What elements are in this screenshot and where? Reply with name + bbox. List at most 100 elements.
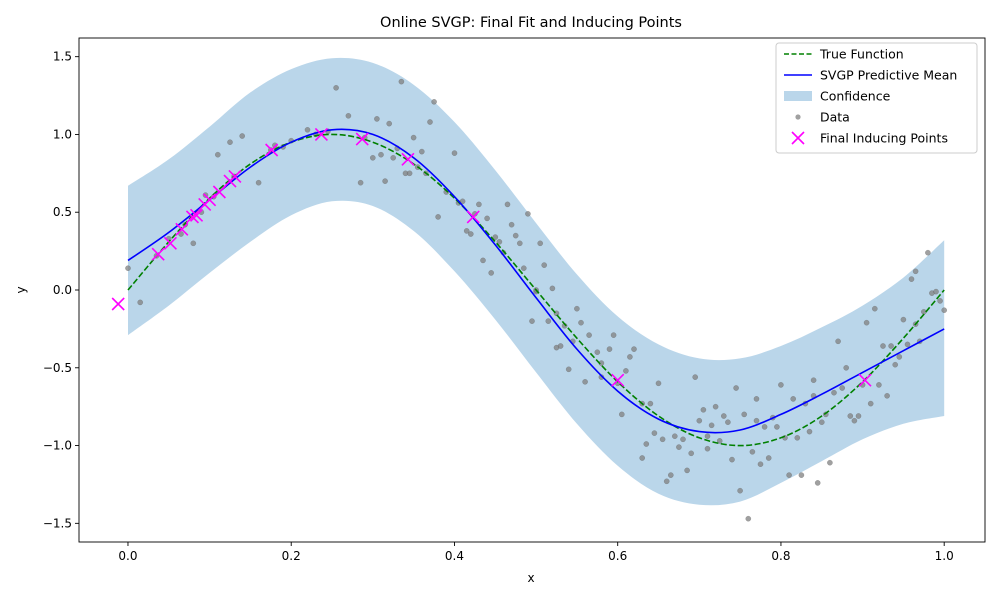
data-point: [741, 411, 748, 418]
data-point: [798, 472, 805, 478]
data-point: [704, 433, 711, 440]
data-point: [496, 238, 503, 245]
data-point: [655, 380, 662, 387]
true-function-line: [127, 133, 945, 447]
legend-swatch-confidence: [784, 91, 812, 101]
legend-label: True Function: [819, 47, 904, 62]
data-point: [765, 455, 772, 461]
data-point: [884, 392, 890, 399]
data-point: [492, 234, 499, 240]
y-tick-label: 0.5: [53, 205, 72, 219]
inducing-point-marker: [401, 152, 415, 166]
data-point: [463, 228, 470, 234]
legend-swatch-data: [795, 114, 801, 120]
inducing-point-marker: [185, 210, 200, 224]
data-point: [794, 434, 801, 441]
data-point: [549, 285, 556, 292]
data-point: [814, 480, 821, 486]
x-tick-label: 0.0: [118, 549, 137, 563]
x-tick-label: 0.2: [282, 549, 301, 563]
data-point: [525, 210, 531, 217]
data-point: [725, 419, 731, 426]
data-point: [545, 318, 552, 324]
data-point: [427, 119, 433, 125]
inducing-point-marker: [314, 127, 328, 142]
y-tick-label: 1.0: [53, 127, 72, 141]
data-point: [872, 305, 878, 312]
legend-label: SVGP Predictive Mean: [820, 68, 957, 83]
data-point: [610, 332, 617, 338]
data-point: [904, 341, 911, 348]
chart-title: Online SVGP: Final Fit and Inducing Poin…: [380, 15, 682, 31]
data-point: [390, 154, 397, 161]
data-point: [733, 385, 739, 391]
data-point: [451, 150, 458, 156]
data-point: [688, 450, 695, 457]
data-point: [369, 154, 376, 161]
data-point: [508, 221, 515, 228]
inducing-point-marker: [858, 373, 872, 387]
data-point: [896, 354, 903, 360]
data-point: [753, 417, 760, 424]
y-axis-label: y: [14, 286, 28, 293]
data-point: [692, 374, 699, 380]
data-point: [190, 240, 197, 247]
inducing-point-marker: [189, 208, 204, 222]
data-point: [565, 366, 572, 373]
data-point: [467, 231, 474, 237]
data-point: [851, 417, 858, 424]
data-point: [459, 198, 466, 205]
data-point: [684, 467, 690, 474]
data-point: [521, 265, 527, 272]
inducing-point-marker: [151, 247, 165, 261]
legend-swatch-inducing: [791, 131, 805, 145]
inducing-point-marker: [611, 373, 625, 387]
data-point: [541, 262, 548, 268]
data-point: [137, 299, 143, 306]
x-axis-label: x: [527, 571, 534, 585]
data-point: [880, 343, 886, 349]
data-point: [668, 472, 674, 478]
data-point: [925, 249, 931, 256]
data-point: [631, 346, 637, 352]
data-point: [888, 343, 894, 349]
x-tick-label: 0.4: [445, 549, 464, 563]
data-point: [472, 210, 478, 217]
data-point: [843, 364, 850, 371]
data-point: [304, 127, 311, 133]
legend-item: SVGP Predictive Mean: [784, 68, 957, 83]
data-point: [357, 179, 364, 186]
inducing-point-marker: [466, 210, 480, 224]
x-tick-label: 0.6: [608, 549, 627, 563]
inducing-point-marker: [228, 169, 242, 184]
data-point: [643, 441, 650, 447]
data-point: [619, 411, 625, 418]
data-point: [578, 319, 584, 326]
data-point: [333, 85, 339, 91]
legend-item: Confidence: [784, 89, 891, 104]
plot-area: [111, 57, 948, 522]
data-point: [374, 116, 380, 122]
data-point: [937, 298, 943, 304]
legend-item: Final Inducing Points: [791, 131, 948, 146]
data-point: [659, 436, 666, 443]
data-point: [345, 113, 352, 119]
data-point: [908, 276, 915, 282]
data-point: [786, 472, 792, 478]
data-point: [214, 151, 221, 158]
data-point: [663, 478, 670, 485]
data-point: [529, 318, 535, 324]
data-point: [716, 438, 723, 444]
legend-box: [775, 42, 978, 154]
inducing-point-marker: [111, 297, 125, 311]
inducing-point-marker: [212, 185, 226, 199]
data-point: [912, 268, 919, 275]
legend: True Function SVGP Predictive Mean Confide…: [775, 42, 978, 154]
data-point: [125, 265, 131, 272]
legend-label: Final Inducing Points: [820, 131, 948, 146]
data-point: [378, 151, 384, 158]
inducing-point-marker: [163, 236, 177, 250]
inducing-point-marker: [175, 222, 189, 236]
data-point: [712, 403, 719, 410]
